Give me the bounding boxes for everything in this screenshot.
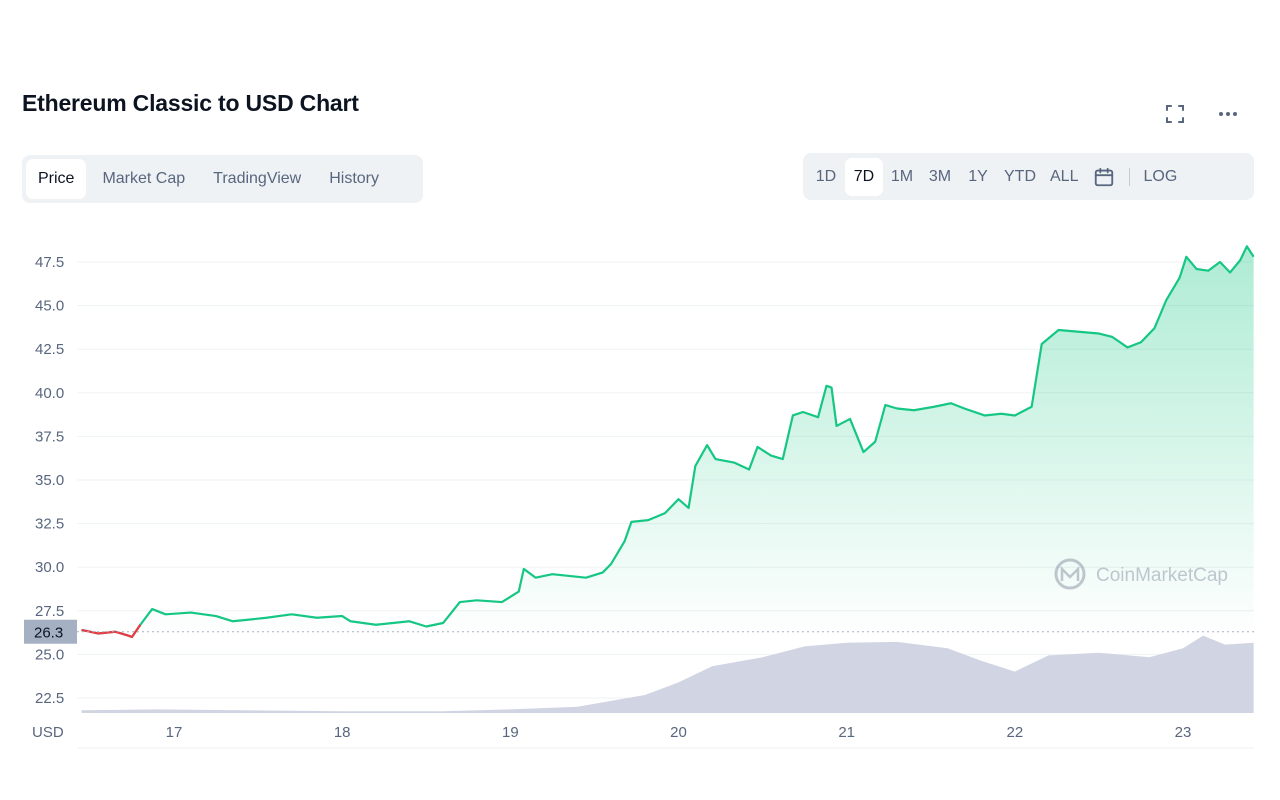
y-tick-label: 45.0	[35, 298, 64, 315]
y-axis-unit-label: USD	[32, 724, 64, 741]
price-line-below-open	[81, 624, 142, 639]
price-chart[interactable]: 22.5 25.0 27.5 30.0 32.5 35.0 37.5 40.0 42.5 45.0…	[0, 215, 1280, 775]
y-tick-label: 27.5	[35, 603, 64, 620]
y-tick-label: 40.0	[35, 385, 64, 402]
x-tick-label: 18	[334, 724, 351, 741]
y-tick-label: 37.5	[35, 428, 64, 445]
y-tick-label: 42.5	[35, 341, 64, 358]
range-7d-button[interactable]: 7D	[845, 157, 883, 196]
chart-type-tabs: Price Market Cap TradingView History	[22, 155, 423, 203]
x-tick-label: 17	[166, 724, 183, 741]
y-tick-label: 32.5	[35, 516, 64, 533]
x-tick-label: 20	[670, 724, 687, 741]
more-options-icon[interactable]	[1214, 100, 1242, 128]
tab-price[interactable]: Price	[26, 159, 87, 199]
x-tick-label: 21	[838, 724, 855, 741]
coinmarketcap-watermark: CoinMarketCap	[1054, 558, 1228, 590]
reference-price-label-bg	[24, 619, 77, 644]
range-all-button[interactable]: ALL	[1050, 167, 1079, 185]
tab-history[interactable]: History	[329, 170, 379, 187]
range-1d-button[interactable]: 1D	[815, 167, 837, 185]
volume-area	[81, 635, 1254, 713]
reference-price-label: 26.3	[34, 625, 63, 642]
price-area-fill	[81, 246, 1254, 637]
range-ytd-button[interactable]: YTD	[1004, 167, 1036, 185]
tab-tradingview[interactable]: TradingView	[213, 170, 302, 187]
y-tick-label: 35.0	[35, 472, 64, 489]
x-tick-label: 23	[1175, 724, 1192, 741]
fullscreen-icon[interactable]	[1161, 100, 1189, 128]
y-tick-label: 25.0	[35, 646, 64, 663]
x-tick-label: 19	[502, 724, 519, 741]
watermark-text: CoinMarketCap	[1096, 565, 1228, 586]
range-1m-button[interactable]: 1M	[890, 167, 914, 185]
range-3m-button[interactable]: 3M	[928, 167, 952, 185]
y-tick-label: 22.5	[35, 690, 64, 707]
time-range-selector: 1D 7D 1M 3M 1Y YTD ALL LOG	[803, 153, 1254, 200]
price-line	[81, 245, 1255, 639]
calendar-icon[interactable]	[1085, 158, 1123, 196]
range-1y-button[interactable]: 1Y	[968, 167, 988, 185]
x-tick-label: 22	[1006, 724, 1023, 741]
y-tick-label: 47.5	[35, 254, 64, 271]
coinmarketcap-logo-mark	[1060, 565, 1080, 581]
divider	[1129, 167, 1131, 186]
log-scale-toggle[interactable]: LOG	[1143, 167, 1178, 185]
page-title: Ethereum Classic to USD Chart	[22, 90, 359, 116]
tab-market-cap[interactable]: Market Cap	[102, 170, 186, 187]
coinmarketcap-logo-icon	[1054, 558, 1086, 590]
y-tick-label: 30.0	[35, 559, 64, 576]
